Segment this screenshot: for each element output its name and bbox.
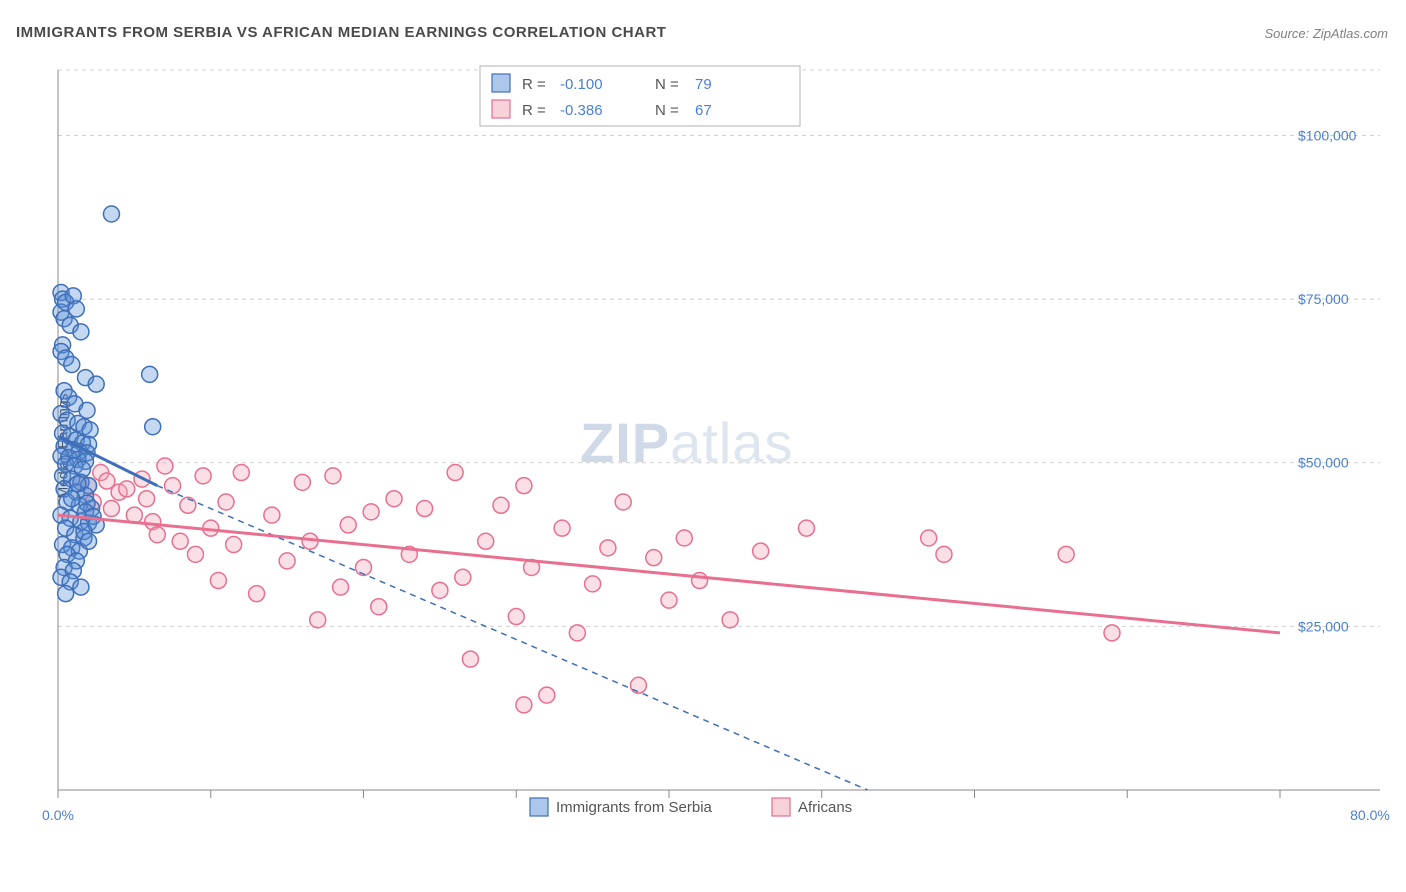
data-point bbox=[539, 687, 555, 703]
data-point bbox=[753, 543, 769, 559]
data-point bbox=[554, 520, 570, 536]
data-point bbox=[676, 530, 692, 546]
data-point bbox=[249, 586, 265, 602]
data-point bbox=[722, 612, 738, 628]
data-point bbox=[508, 609, 524, 625]
data-point bbox=[921, 530, 937, 546]
data-point bbox=[585, 576, 601, 592]
data-point bbox=[615, 494, 631, 510]
legend-swatch bbox=[772, 798, 790, 816]
data-point bbox=[172, 533, 188, 549]
legend-r-value: -0.386 bbox=[560, 102, 603, 119]
data-point bbox=[157, 458, 173, 474]
data-point bbox=[386, 491, 402, 507]
data-point bbox=[630, 677, 646, 693]
data-point bbox=[68, 301, 84, 317]
data-point bbox=[371, 599, 387, 615]
data-point bbox=[119, 481, 135, 497]
data-point bbox=[478, 533, 494, 549]
x-tick-label: 80.0% bbox=[1350, 807, 1390, 823]
data-point bbox=[88, 376, 104, 392]
legend-n-value: 79 bbox=[695, 76, 712, 93]
data-point bbox=[103, 501, 119, 517]
data-point bbox=[447, 465, 463, 481]
legend-r-value: -0.100 bbox=[560, 76, 603, 93]
data-point bbox=[462, 651, 478, 667]
legend-n-label: N = bbox=[655, 102, 679, 119]
trendline-blue-extrapolated bbox=[157, 486, 867, 790]
data-point bbox=[279, 553, 295, 569]
data-point bbox=[187, 546, 203, 562]
data-point bbox=[210, 573, 226, 589]
data-point bbox=[70, 476, 86, 492]
data-point bbox=[139, 491, 155, 507]
data-point bbox=[264, 507, 280, 523]
data-point bbox=[233, 465, 249, 481]
data-point bbox=[936, 546, 952, 562]
x-tick-label: 0.0% bbox=[42, 807, 74, 823]
legend-swatch bbox=[492, 100, 510, 118]
plot-svg: 0.0%80.0%$25,000$50,000$75,000$100,000R … bbox=[50, 60, 1380, 830]
legend-n-value: 67 bbox=[695, 102, 712, 119]
y-tick-label: $50,000 bbox=[1298, 455, 1349, 471]
data-point bbox=[73, 579, 89, 595]
y-tick-label: $100,000 bbox=[1298, 127, 1357, 143]
data-point bbox=[195, 468, 211, 484]
data-point bbox=[142, 366, 158, 382]
data-point bbox=[455, 569, 471, 585]
legend-n-label: N = bbox=[655, 76, 679, 93]
data-point bbox=[569, 625, 585, 641]
legend-r-label: R = bbox=[522, 102, 546, 119]
legend-label: Africans bbox=[798, 799, 852, 816]
legend-label: Immigrants from Serbia bbox=[556, 799, 713, 816]
data-point bbox=[310, 612, 326, 628]
legend-r-label: R = bbox=[522, 76, 546, 93]
scatter-plot: 0.0%80.0%$25,000$50,000$75,000$100,000R … bbox=[50, 60, 1380, 830]
data-point bbox=[493, 497, 509, 513]
data-point bbox=[218, 494, 234, 510]
data-point bbox=[363, 504, 379, 520]
data-point bbox=[1058, 546, 1074, 562]
data-point bbox=[145, 419, 161, 435]
data-point bbox=[417, 501, 433, 517]
y-tick-label: $75,000 bbox=[1298, 291, 1349, 307]
data-point bbox=[516, 478, 532, 494]
data-point bbox=[64, 357, 80, 373]
data-point bbox=[798, 520, 814, 536]
data-point bbox=[149, 527, 165, 543]
data-point bbox=[516, 697, 532, 713]
data-point bbox=[432, 582, 448, 598]
legend-swatch bbox=[530, 798, 548, 816]
legend-swatch bbox=[492, 74, 510, 92]
data-point bbox=[661, 592, 677, 608]
data-point bbox=[600, 540, 616, 556]
data-point bbox=[294, 474, 310, 490]
data-point bbox=[73, 324, 89, 340]
y-tick-label: $25,000 bbox=[1298, 618, 1349, 634]
data-point bbox=[356, 559, 372, 575]
data-point bbox=[103, 206, 119, 222]
data-point bbox=[226, 537, 242, 553]
data-point bbox=[58, 586, 74, 602]
chart-title: IMMIGRANTS FROM SERBIA VS AFRICAN MEDIAN… bbox=[16, 24, 666, 41]
data-point bbox=[340, 517, 356, 533]
data-point bbox=[325, 468, 341, 484]
data-point bbox=[646, 550, 662, 566]
data-point bbox=[1104, 625, 1120, 641]
data-point bbox=[64, 491, 80, 507]
data-point bbox=[165, 478, 181, 494]
data-point bbox=[180, 497, 196, 513]
trendline-pink bbox=[58, 515, 1280, 633]
chart-source: Source: ZipAtlas.com bbox=[1264, 26, 1388, 41]
data-point bbox=[333, 579, 349, 595]
data-point bbox=[81, 533, 97, 549]
